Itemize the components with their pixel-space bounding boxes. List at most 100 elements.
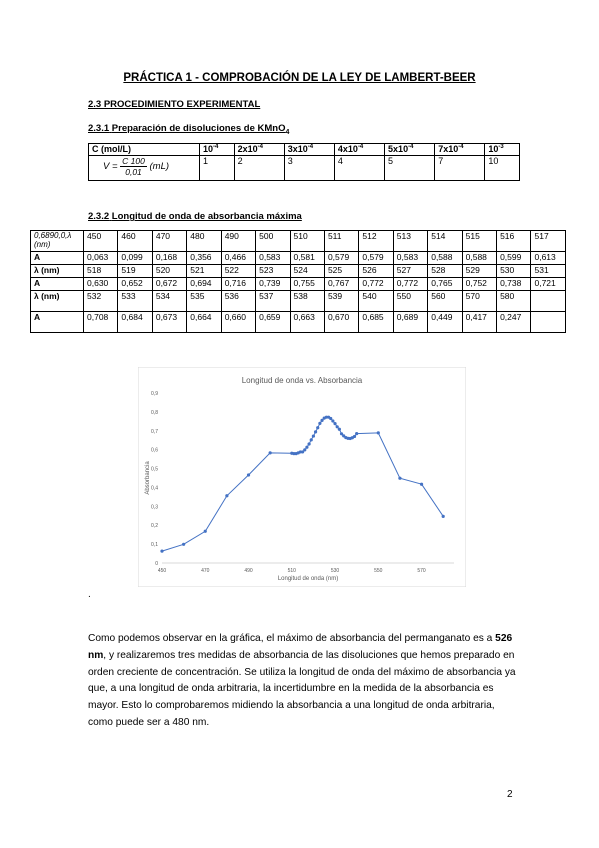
table-cell: 0,664 xyxy=(186,311,222,333)
chart-data-point xyxy=(160,549,164,553)
chart-x-axis-label: Longitud de onda (nm) xyxy=(278,576,338,582)
y-tick-label: 0,3 xyxy=(151,504,158,510)
table-cell: 522 xyxy=(220,264,257,278)
body-paragraph: Como podemos observar en la gráfica, el … xyxy=(88,631,520,732)
table-cell: 510 xyxy=(289,230,325,252)
table-cell: 0,708 xyxy=(82,311,119,333)
table-cell: 518 xyxy=(82,264,119,278)
volume-formula: V = C 100 0,01 (mL) xyxy=(88,155,200,181)
chart-data-point xyxy=(313,430,318,434)
table-cell: 7 xyxy=(434,155,486,181)
table-cell: 538 xyxy=(289,290,325,312)
table-cell: 525 xyxy=(323,264,360,278)
chart-data-point xyxy=(337,427,341,431)
table-header-cell: 5x10-4 xyxy=(384,143,436,156)
y-tick-label: 0,1 xyxy=(151,542,158,548)
row-label: λ (nm) xyxy=(30,264,84,278)
subscript: 4 xyxy=(285,128,290,136)
chart-data-point xyxy=(398,476,402,480)
table-header-cell: C (mol/L) xyxy=(88,143,200,156)
table-cell: 0,663 xyxy=(289,311,325,333)
table-cell: 3 xyxy=(283,155,335,181)
chart-data-point xyxy=(316,426,320,430)
chart-data-point xyxy=(303,448,307,452)
table-cell: 534 xyxy=(151,290,188,312)
table-cell: 531 xyxy=(530,264,566,278)
table-cell: 517 xyxy=(530,230,566,252)
table-cell: 0,684 xyxy=(117,311,153,333)
chart-data-point xyxy=(331,419,335,423)
table-cell: 0,356 xyxy=(186,251,222,265)
y-tick-label: 0,7 xyxy=(151,429,158,435)
x-tick-label: 470 xyxy=(201,568,210,574)
y-tick-label: 0,6 xyxy=(151,448,158,454)
table-cell: 0,613 xyxy=(530,251,566,265)
table-cell: 0,583 xyxy=(255,251,291,265)
table-cell: 0,449 xyxy=(427,311,463,333)
row-label: A xyxy=(30,277,84,291)
table-header-cell: 10-3 xyxy=(484,143,520,156)
table-cell: 0,466 xyxy=(220,251,257,265)
table-cell: 511 xyxy=(323,230,360,252)
table-cell: 0,583 xyxy=(392,251,429,265)
absorbance-chart: Longitud de onda vs. Absorbancia Absorba… xyxy=(138,367,466,587)
table-header-cell: 3x10-4 xyxy=(283,143,335,156)
stray-mark: . xyxy=(88,589,91,600)
table-cell: 0,168 xyxy=(151,251,188,265)
table-cell: 580 xyxy=(496,290,532,312)
table-cell: 0,767 xyxy=(323,277,360,291)
chart-data-point xyxy=(339,432,344,436)
table-cell: 0,716 xyxy=(220,277,257,291)
table-cell: 0,599 xyxy=(496,251,532,265)
table-cell: 521 xyxy=(186,264,222,278)
paragraph-text: , y realizaremos tres medidas de absorba… xyxy=(88,649,516,728)
table-cell: 528 xyxy=(427,264,463,278)
table-cell: 514 xyxy=(427,230,463,252)
table-header-cell: 7x10-4 xyxy=(434,143,486,156)
table-cell: 0,652 xyxy=(117,277,153,291)
y-tick-label: 0 xyxy=(155,561,158,567)
chart-data-point xyxy=(419,482,424,486)
table-cell: 480 xyxy=(186,230,222,252)
table-header-cell: 4x10-4 xyxy=(333,143,386,156)
table-cell: 0,765 xyxy=(427,277,463,291)
table-cell: 536 xyxy=(220,290,257,312)
table-cell: 10 xyxy=(484,155,520,181)
x-tick-label: 490 xyxy=(244,568,253,574)
y-tick-label: 0,8 xyxy=(151,410,158,416)
chart-frame xyxy=(138,367,466,587)
section-text: Longitud de onda de absorbancia máxima xyxy=(111,211,302,222)
paragraph-text: Como podemos observar en la gráfica, el … xyxy=(88,633,496,644)
y-tick-label: 0,2 xyxy=(151,523,158,529)
table-cell: 532 xyxy=(82,290,119,312)
chart-data-point xyxy=(333,422,337,426)
section-number: 2.3.2 xyxy=(88,211,110,222)
chart-title: Longitud de onda vs. Absorbancia xyxy=(242,376,363,385)
table-cell: 512 xyxy=(358,230,394,252)
table-cell: 0,247 xyxy=(496,311,532,333)
table-cell: 0,588 xyxy=(461,251,498,265)
table-cell: 513 xyxy=(392,230,429,252)
table-cell: 550 xyxy=(392,290,429,312)
table-row: A 0,708 0,684 0,673 0,664 0,660 0,659 0,663 0,67… xyxy=(30,311,566,333)
table-row: V = C 100 0,01 (mL) 1 2 3 4 5 7 10 xyxy=(88,155,520,181)
table-cell: 0,659 xyxy=(255,311,291,333)
row-label: A xyxy=(30,311,84,333)
table-cell: 0,099 xyxy=(117,251,153,265)
table-cell: 4 xyxy=(333,155,386,181)
table-cell: 0,772 xyxy=(392,277,429,291)
x-tick-label: 450 xyxy=(158,568,167,574)
table-cell: 539 xyxy=(323,290,360,312)
chart-data-point xyxy=(320,418,324,422)
table-cell: 450 xyxy=(82,230,119,252)
table-cell: 5 xyxy=(384,155,436,181)
chart-data-point xyxy=(305,445,309,449)
section-text: Preparación de disoluciones de KMnO xyxy=(111,123,286,134)
table-cell: 515 xyxy=(461,230,498,252)
section-number: 2.3.1 xyxy=(88,123,110,134)
chart-data-point xyxy=(335,425,339,429)
chart-data-point xyxy=(311,434,316,438)
table-cell: 500 xyxy=(255,230,291,252)
table-cell: 526 xyxy=(358,264,394,278)
chart-data-point xyxy=(268,451,272,455)
